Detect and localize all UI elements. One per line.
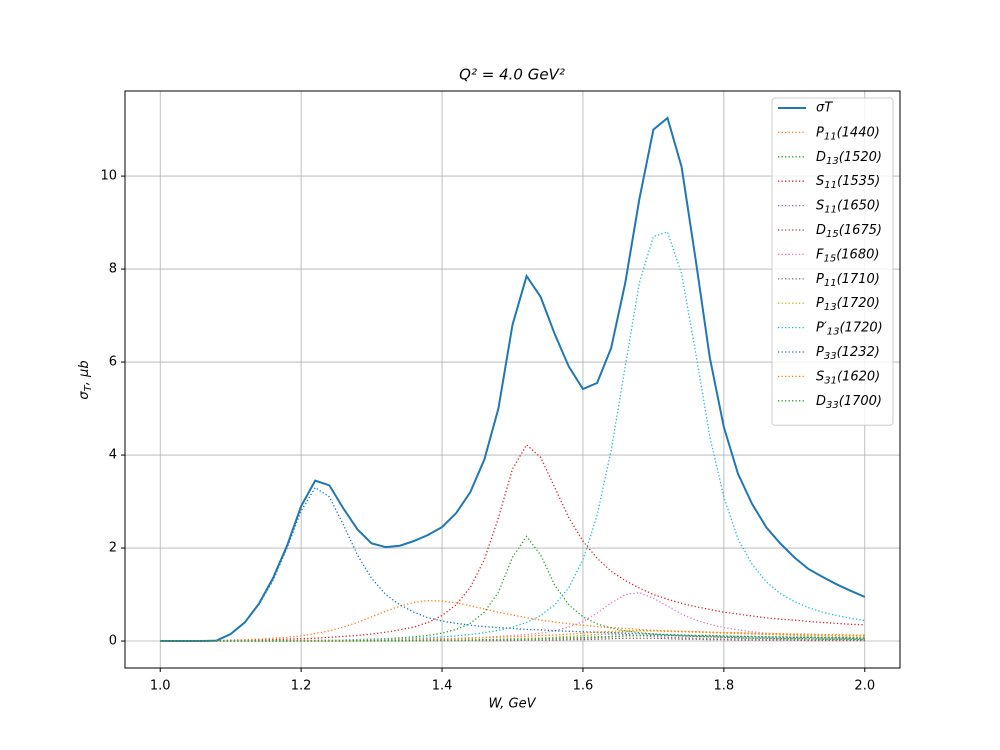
- y-tick-label: 10: [100, 169, 117, 184]
- y-tick-label: 4: [109, 448, 117, 463]
- y-tick-label: 2: [109, 541, 117, 556]
- y-tick-label: 6: [109, 355, 117, 370]
- legend-label: F15(1680): [816, 247, 879, 265]
- x-tick-label: 1.8: [714, 679, 735, 694]
- x-axis-label: W, GeV: [488, 697, 536, 712]
- legend-label: σT: [816, 101, 833, 116]
- series-line: [160, 599, 865, 642]
- x-tick-label: 1.4: [432, 679, 453, 694]
- x-tick-label: 1.6: [573, 679, 594, 694]
- legend-label: D13(1520): [816, 149, 882, 167]
- plot-frame: [124, 90, 901, 669]
- x-tick-label: 2.0: [854, 679, 875, 694]
- legend-label: P33(1232): [816, 345, 880, 363]
- legend-label: D15(1675): [816, 223, 882, 241]
- chart-title: Q² = 4.0 GeV²: [459, 66, 565, 84]
- legend-label: S11(1535): [816, 174, 880, 192]
- legend-label: D33(1700): [816, 393, 882, 411]
- legend-label: P11(1710): [816, 271, 880, 289]
- legend-label: S11(1650): [816, 198, 880, 216]
- series-line: [160, 535, 865, 642]
- x-tick-label: 1.0: [150, 679, 171, 694]
- series-line: [160, 486, 865, 642]
- legend-label: S31(1620): [816, 369, 880, 387]
- legend-box: [771, 97, 894, 426]
- legend-label: P13(1720): [816, 296, 880, 314]
- series-line: [160, 116, 866, 643]
- y-axis-label: σT, μb: [77, 360, 95, 399]
- y-tick-label: 0: [109, 634, 117, 649]
- series-line: [160, 443, 865, 642]
- x-tick-label: 1.2: [291, 679, 312, 694]
- y-tick-label: 8: [109, 262, 117, 277]
- legend-label: P′13(1720): [816, 320, 883, 338]
- legend-label: P11(1440): [816, 125, 880, 143]
